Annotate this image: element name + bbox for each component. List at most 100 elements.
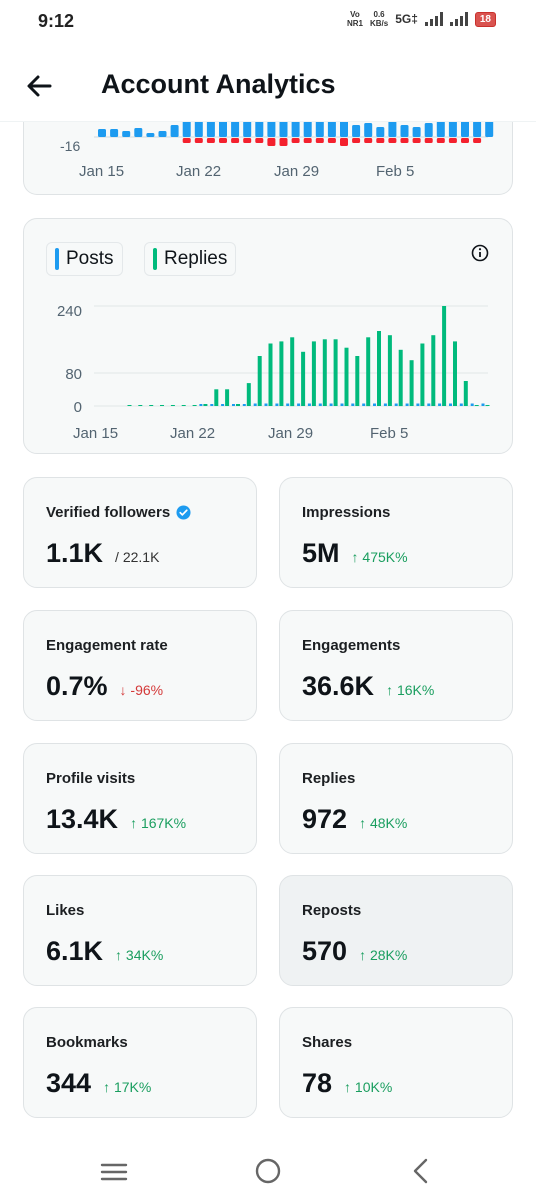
positive-bar [473, 121, 482, 137]
x-tick-label: Jan 15 [73, 425, 118, 442]
stat-card-engagements[interactable]: Engagements 36.6K ↑ 16K% [279, 610, 513, 721]
info-icon[interactable] [471, 244, 489, 262]
stat-card-shares[interactable]: Shares 78 ↑ 10K% [279, 1007, 513, 1118]
replies-bar [181, 405, 186, 406]
posts-bar [438, 403, 442, 406]
stat-change: ↑ 16K% [386, 682, 435, 698]
negative-bar [279, 138, 288, 146]
stat-value: 0.7% ↓ -96% [46, 671, 164, 701]
status-time: 9:12 [38, 11, 75, 31]
posts-bar [373, 403, 376, 406]
signal-icon [424, 12, 443, 26]
chevron-left-icon[interactable] [407, 1156, 437, 1186]
stat-total: / 22.1K [115, 549, 160, 565]
posts-bar [232, 404, 235, 406]
menu-lines-icon[interactable] [99, 1156, 129, 1186]
legend-swatch [55, 248, 59, 270]
negative-bar [352, 138, 361, 143]
replies-bar [257, 356, 262, 406]
negative-bar [412, 138, 421, 143]
positive-bar [400, 125, 409, 137]
replies-bar [344, 347, 349, 406]
stat-change: ↑ 475K% [351, 549, 408, 565]
app-header: Account Analytics [0, 50, 536, 122]
replies-bar [431, 335, 436, 406]
replies-bar [311, 341, 316, 406]
negative-bar [255, 138, 264, 143]
stat-card-profile-visits[interactable]: Profile visits 13.4K ↑ 167K% [23, 743, 257, 854]
replies-bar [225, 389, 230, 406]
replies-bar [127, 405, 132, 406]
posts-bar [340, 403, 344, 406]
posts-bar [449, 403, 452, 406]
replies-bar [192, 405, 197, 406]
replies-bar [377, 331, 381, 406]
stat-card-bookmarks[interactable]: Bookmarks 344 ↑ 17K% [23, 1007, 257, 1118]
positive-bar [376, 127, 385, 137]
stat-card-engagement-rate[interactable]: Engagement rate 0.7% ↓ -96% [23, 610, 257, 721]
stat-change: ↑ 34K% [115, 947, 164, 963]
positive-bar [146, 133, 155, 137]
negative-bar [206, 138, 215, 143]
replies-bar [268, 343, 273, 406]
home-circle-icon[interactable] [253, 1156, 283, 1186]
arrow-left-icon[interactable] [24, 70, 56, 102]
legend-replies[interactable]: Replies [144, 242, 237, 276]
stat-value: 1.1K/ 22.1K [46, 538, 160, 568]
posts-bar [199, 404, 203, 406]
negative-bar [194, 138, 203, 143]
stat-card-verified-followers[interactable]: Verified followers 1.1K/ 22.1K [23, 477, 257, 588]
replies-bar [355, 356, 360, 406]
stat-card-replies[interactable]: Replies 972 ↑ 48K% [279, 743, 513, 854]
stat-card-likes[interactable]: Likes 6.1K ↑ 34K% [23, 875, 257, 986]
signal-icon [449, 12, 468, 26]
status-icons: Vo NR1 0.6 KB/s 5G‡ 18 [347, 10, 496, 28]
y-tick-label: 80 [65, 366, 82, 383]
x-tick-label: Jan 29 [268, 425, 313, 442]
status-bar: 9:12 Vo NR1 0.6 KB/s 5G‡ 18 [0, 0, 536, 44]
negative-bar [424, 138, 433, 143]
negative-bar [327, 138, 336, 143]
positive-bar [110, 129, 119, 137]
posts-bar [481, 403, 485, 406]
stat-value: 5M ↑ 475K% [302, 538, 408, 568]
y-tick-label: -16 [60, 138, 80, 154]
positive-bar [364, 123, 373, 137]
posts-bar [275, 403, 279, 406]
positive-bar [461, 119, 469, 137]
posts-bar [221, 404, 225, 406]
posts-bar [416, 403, 420, 406]
positive-bar [424, 123, 433, 137]
posts-bar [351, 403, 355, 406]
posts-replies-chart-card: Posts Replies 240 80 0 Jan 15 Jan 22 Jan… [23, 218, 513, 454]
replies-bar [138, 405, 143, 406]
negative-bar [340, 138, 348, 146]
replies-bar [203, 404, 208, 406]
negative-bar [303, 138, 312, 143]
posts-bar [362, 403, 366, 406]
stat-label: Impressions [302, 504, 391, 521]
stat-label: Profile visits [46, 770, 136, 787]
stat-card-impressions[interactable]: Impressions 5M ↑ 475K% [279, 477, 513, 588]
impressions-chart-card: -16 Jan 15 Jan 22 Jan 29 Feb 5 [23, 108, 513, 195]
system-nav-bar [0, 1140, 536, 1200]
replies-bar [149, 405, 154, 406]
legend-label: Posts [66, 248, 114, 269]
stat-change: ↑ 48K% [359, 815, 408, 831]
negative-bar [267, 138, 276, 146]
verified-badge-icon [176, 505, 191, 520]
stat-label: Engagements [302, 637, 401, 654]
x-tick-label: Jan 22 [176, 163, 221, 180]
posts-bar [264, 403, 268, 406]
legend-posts[interactable]: Posts [46, 242, 123, 276]
negative-bar [388, 138, 397, 143]
stat-label: Likes [46, 902, 85, 919]
positive-bar [327, 119, 336, 137]
network-speed: 0.6 KB/s [369, 10, 389, 28]
stat-value: 13.4K ↑ 167K% [46, 804, 187, 834]
negative-bar [473, 138, 482, 143]
x-tick-label: Jan 22 [170, 425, 215, 442]
stat-card-reposts[interactable]: Reposts 570 ↑ 28K% [279, 875, 513, 986]
negative-bar [448, 138, 457, 143]
negative-bar [461, 138, 469, 143]
